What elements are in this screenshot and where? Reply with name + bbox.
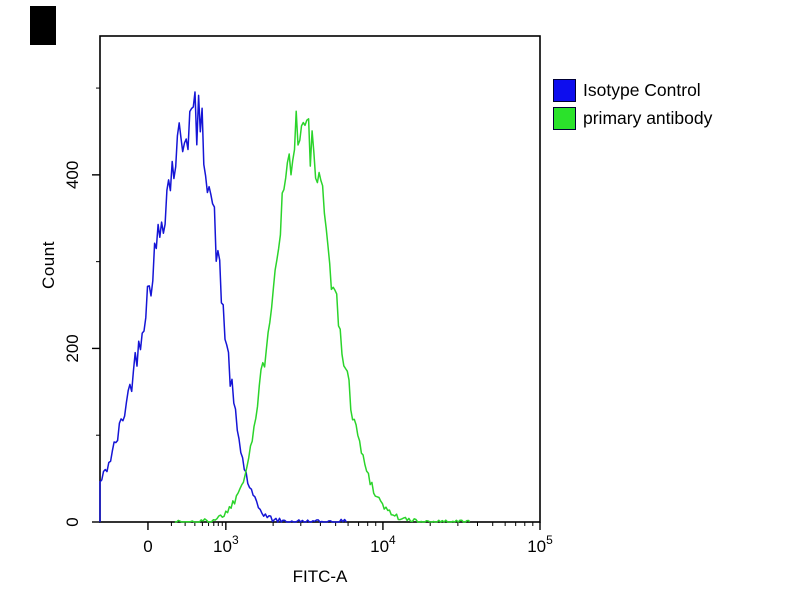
y-tick-label: 400: [63, 161, 82, 189]
y-tick-label: 0: [63, 517, 82, 526]
x-axis-title: FITC-A: [292, 567, 348, 586]
y-tick-label: 200: [63, 334, 82, 362]
x-tick-label: 104: [370, 533, 396, 556]
x-tick-label: 105: [527, 533, 553, 556]
legend-label-isotype-control: Isotype Control: [583, 80, 701, 100]
x-tick-label: 0: [143, 537, 152, 556]
corner-artifact: [30, 6, 56, 45]
primary-antibody-swatch-icon: [553, 107, 576, 130]
isotype-control-curve: [99, 91, 348, 523]
plot-frame: [99, 35, 541, 523]
legend-item-isotype-control: Isotype Control: [553, 79, 712, 102]
x-tick-label: 103: [213, 533, 239, 556]
legend-label-primary-antibody: primary antibody: [583, 108, 713, 128]
legend: Isotype Control primary antibody: [553, 79, 712, 135]
y-axis-title: Count: [39, 241, 58, 289]
isotype-control-swatch-icon: [553, 79, 576, 102]
primary-antibody-curve: [174, 110, 471, 523]
legend-item-primary-antibody: primary antibody: [553, 107, 712, 130]
